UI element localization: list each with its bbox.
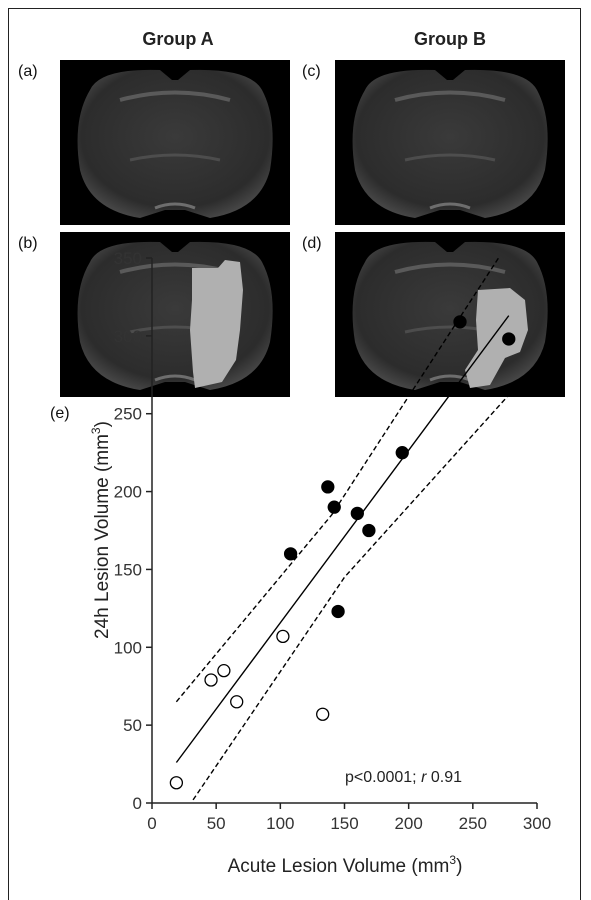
data-point bbox=[395, 445, 409, 460]
x-tick-label: 150 bbox=[330, 814, 358, 833]
data-point bbox=[316, 707, 330, 721]
x-axis-label-text: ) bbox=[456, 856, 462, 877]
data-point bbox=[230, 695, 244, 709]
y-axis-label-text: 24h Lesion Volume (mm bbox=[92, 434, 113, 639]
panel-label: (c) bbox=[302, 63, 321, 80]
data-point bbox=[276, 629, 290, 644]
x-axis-label: Acute Lesion Volume (mm3) bbox=[228, 853, 463, 877]
panel-label: (a) bbox=[18, 63, 38, 80]
data-point bbox=[331, 604, 345, 619]
data-point bbox=[169, 776, 184, 790]
annotation: p<0.0001; r 0.91 bbox=[345, 769, 462, 786]
fit-line bbox=[175, 257, 500, 703]
mri-image bbox=[58, 58, 292, 227]
y-tick-label: 200 bbox=[114, 483, 142, 502]
y-axis-label-sup: 3 bbox=[89, 427, 103, 434]
figure-border bbox=[8, 8, 581, 900]
group-title: Group A bbox=[142, 29, 213, 49]
lesion-overlay bbox=[190, 260, 243, 388]
data-point bbox=[502, 332, 516, 346]
y-tick-label: 350 bbox=[114, 249, 142, 268]
panel-label: (e) bbox=[50, 405, 70, 422]
mri-image bbox=[333, 58, 567, 227]
group-title: Group B bbox=[414, 29, 486, 49]
x-tick-label: 200 bbox=[394, 814, 422, 833]
mri-image bbox=[333, 230, 567, 399]
annotation-text: r bbox=[421, 769, 427, 786]
y-tick-label: 100 bbox=[114, 638, 142, 657]
y-tick-label: 0 bbox=[133, 794, 142, 813]
x-tick-label: 250 bbox=[459, 814, 487, 833]
mri-image bbox=[58, 230, 292, 399]
annotation-text: 0.91 bbox=[426, 769, 462, 786]
data-point bbox=[217, 663, 231, 678]
x-tick-label: 100 bbox=[266, 814, 294, 833]
x-tick-label: 300 bbox=[523, 814, 551, 833]
y-tick-label: 150 bbox=[114, 560, 142, 579]
y-tick-label: 50 bbox=[123, 716, 142, 735]
data-point bbox=[327, 500, 341, 514]
y-axis-label: 24h Lesion Volume (mm3) bbox=[89, 421, 113, 639]
data-point bbox=[362, 523, 376, 538]
data-point bbox=[321, 480, 335, 494]
lesion-overlay bbox=[465, 288, 528, 388]
x-tick-label: 50 bbox=[207, 814, 226, 833]
y-axis-label-text: ) bbox=[92, 421, 113, 427]
y-tick-label: 300 bbox=[114, 327, 142, 346]
data-point bbox=[350, 506, 364, 521]
annotation-text: p<0.0001; bbox=[345, 769, 421, 786]
y-tick-label: 250 bbox=[114, 405, 142, 424]
data-point bbox=[453, 315, 467, 329]
x-axis-label-sup: 3 bbox=[449, 853, 456, 867]
x-axis-label-text: Acute Lesion Volume (mm bbox=[228, 856, 450, 877]
fit-line bbox=[192, 394, 510, 801]
fit-line bbox=[175, 315, 510, 763]
x-tick-label: 0 bbox=[147, 814, 156, 833]
panel-label: (b) bbox=[18, 235, 38, 252]
data-point bbox=[204, 673, 218, 687]
data-point bbox=[283, 547, 298, 561]
panel-label: (d) bbox=[302, 235, 322, 252]
